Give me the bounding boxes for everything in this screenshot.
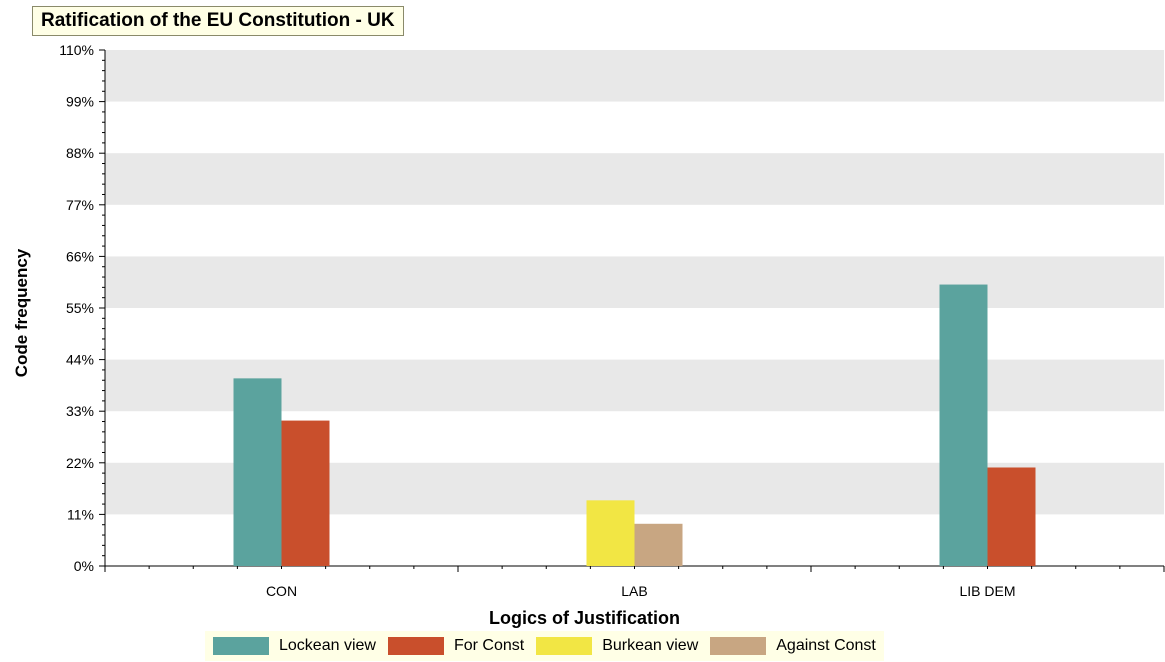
grid-band <box>105 50 1164 102</box>
bar-lockean-view-con <box>233 378 282 566</box>
y-tick-label: 44% <box>66 352 94 368</box>
legend-label: Against Const <box>776 637 876 654</box>
legend-item: Lockean view <box>213 637 376 655</box>
bar-for-const-lib-dem <box>987 467 1036 566</box>
legend-item: For Const <box>387 637 525 655</box>
legend-item: Burkean view <box>536 637 698 655</box>
grid-band <box>105 256 1164 308</box>
bar-lockean-view-lib-dem <box>939 284 988 566</box>
x-tick-label: LIB DEM <box>959 583 1015 599</box>
bar-for-const-con <box>281 420 330 566</box>
y-axis-label: Code frequency <box>12 248 31 377</box>
y-tick-label: 11% <box>67 506 94 522</box>
legend-item: Against Const <box>710 637 876 655</box>
legend-swatch <box>710 637 767 655</box>
y-tick-label: 77% <box>66 197 94 213</box>
x-tick-label: LAB <box>621 583 647 599</box>
y-tick-label: 99% <box>66 94 94 110</box>
legend-label: Burkean view <box>602 637 699 654</box>
bar-against-const-lab <box>634 523 683 566</box>
legend-swatch <box>387 637 444 655</box>
y-tick-label: 110% <box>59 42 94 58</box>
chart-title: Ratification of the EU Constitution - UK <box>32 6 404 36</box>
y-tick-label: 66% <box>66 248 94 264</box>
grid-band <box>105 153 1164 205</box>
x-axis-label: Logics of Justification <box>489 608 680 628</box>
bar-burkean-view-lab <box>586 500 635 566</box>
y-tick-label: 33% <box>66 403 94 419</box>
legend-label: Lockean view <box>279 637 376 654</box>
legend-swatch <box>213 637 269 655</box>
legend-swatch <box>536 637 593 655</box>
y-tick-label: 55% <box>66 300 94 316</box>
x-tick-label: CON <box>266 583 297 599</box>
y-tick-label: 22% <box>66 455 94 471</box>
legend-label: For Const <box>453 637 525 654</box>
y-tick-label: 88% <box>66 145 94 161</box>
chart-legend: Lockean view For Const Burkean view Against… <box>205 631 884 661</box>
y-tick-label: 0% <box>74 558 94 574</box>
